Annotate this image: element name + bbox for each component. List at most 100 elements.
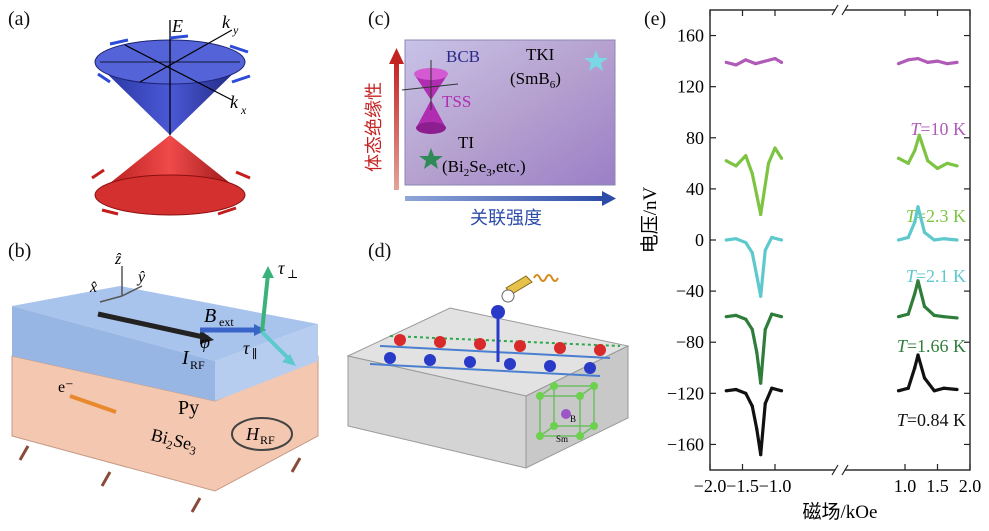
data-point xyxy=(750,404,754,408)
axis-y-label: ŷ xyxy=(136,269,146,286)
tau-par-arrow xyxy=(260,330,292,362)
axis-break-bottom-gap xyxy=(835,466,845,474)
y-tick-label: 160 xyxy=(677,26,704,46)
data-point xyxy=(779,60,784,64)
irf-label-main: I xyxy=(181,347,190,369)
current-arrow xyxy=(97,311,209,341)
series-line xyxy=(725,56,783,67)
bi2se3-label: Bi2Se3 xyxy=(148,424,199,458)
tki-star-icon xyxy=(584,50,608,71)
data-point xyxy=(750,171,754,176)
data-point xyxy=(744,58,748,62)
series-line xyxy=(898,279,958,320)
data-point xyxy=(913,148,917,153)
x-tick-label: 1.5 xyxy=(926,476,949,496)
hrf-label-main: H xyxy=(245,424,260,444)
data-point xyxy=(779,156,784,160)
data-point xyxy=(906,386,910,390)
data-point xyxy=(744,391,748,395)
electron-arrow xyxy=(69,394,117,414)
y-tick-label: 120 xyxy=(677,77,704,97)
py-label: Py xyxy=(178,397,199,419)
data-point xyxy=(922,304,927,309)
panel-b: (b) ẑ x̂ ŷ xyxy=(0,236,330,526)
data-point xyxy=(766,161,771,165)
bcb-label: BCB xyxy=(446,47,480,66)
panel-c: (c) BCB TSS TKI xyxy=(330,0,630,235)
x-tick-label: −2.0 xyxy=(694,476,727,496)
data-point xyxy=(916,353,920,357)
axis-z-label: ẑ xyxy=(114,251,122,268)
x-tick-label: 2.0 xyxy=(959,476,982,496)
tau-par-label: τ xyxy=(243,338,250,358)
x-tick-label: −1.5 xyxy=(726,476,759,496)
data-point xyxy=(773,56,777,61)
axis-break-mark xyxy=(831,4,839,16)
data-point xyxy=(763,248,767,252)
series-label: T=1.66 K xyxy=(897,336,966,356)
tss-label: TSS xyxy=(442,92,471,111)
data-point xyxy=(770,312,774,316)
lattice-atoms xyxy=(384,305,606,374)
axis-break-mark xyxy=(841,464,849,476)
axis-break-mark xyxy=(831,464,839,476)
series-line xyxy=(726,386,782,457)
y-tick-label: −160 xyxy=(667,434,704,454)
voltage-vs-field-chart: 160 120 80 40 0 −40 −80 −120 −160 −2.0 −1.5 −1.0 1.0… xyxy=(639,4,982,523)
ti-star-icon xyxy=(419,148,443,169)
data-point xyxy=(955,316,959,320)
y-tick-label: 80 xyxy=(686,128,704,148)
y-tick-label: −80 xyxy=(676,332,704,352)
bext-label-sub: ext xyxy=(219,315,234,329)
data-point xyxy=(916,279,920,283)
data-point xyxy=(896,315,901,319)
data-point xyxy=(750,251,754,255)
sm-atom-label: Sm xyxy=(556,434,568,444)
data-point xyxy=(724,159,728,163)
series-label: T=0.84 K xyxy=(897,410,966,430)
py-layer xyxy=(12,286,318,361)
data-point xyxy=(896,238,901,242)
tau-par-sub: ∥ xyxy=(252,347,258,361)
data-point xyxy=(932,389,936,393)
data-point xyxy=(932,238,936,242)
y-axis-label: 电压/nV xyxy=(639,186,661,253)
phase-box xyxy=(404,39,616,186)
bi2se3-sub1: 2 xyxy=(165,437,174,452)
data-point xyxy=(945,161,949,165)
data-point xyxy=(779,315,784,319)
data-point xyxy=(759,294,763,298)
phi-label: φ xyxy=(200,332,210,352)
tki-formula: (SmB6) xyxy=(510,69,561,91)
data-point xyxy=(955,387,959,392)
data-point xyxy=(942,237,946,241)
data-point xyxy=(916,205,920,209)
data-point xyxy=(955,164,959,168)
data-point xyxy=(779,238,784,242)
data-point xyxy=(913,292,917,296)
correlation-axis-label: 关联强度 xyxy=(470,208,542,229)
axis-break-top-gap xyxy=(835,6,845,14)
data-point xyxy=(744,154,748,158)
dirac-cone-diagram: E k y k x xyxy=(91,12,251,216)
panel-d-label: (d) xyxy=(368,240,392,262)
x-axis-label: 磁场/kOe xyxy=(803,501,878,523)
panel-e-label: (e) xyxy=(644,8,667,30)
tau-perp-sub: ⊥ xyxy=(287,267,298,281)
data-point xyxy=(759,212,763,217)
bext-label-main: B xyxy=(204,305,216,327)
data-point xyxy=(896,156,901,160)
spin-pumping-device-diagram: ẑ x̂ ŷ B ext φ I RF τ ⊥ τ ∥ e⁻ Py xyxy=(11,251,319,513)
bi2se3-sub2: 3 xyxy=(188,443,197,458)
data-point xyxy=(932,313,936,317)
data-point xyxy=(917,133,921,137)
data-point xyxy=(734,63,738,67)
x-tick-label: −1.0 xyxy=(759,476,792,496)
data-point xyxy=(906,161,910,165)
data-point xyxy=(896,389,901,393)
data-point xyxy=(773,146,777,150)
data-point xyxy=(913,366,917,370)
x-tick-label: 1.0 xyxy=(894,476,917,496)
data-point xyxy=(755,274,759,278)
y-tick-label: 40 xyxy=(686,179,704,199)
